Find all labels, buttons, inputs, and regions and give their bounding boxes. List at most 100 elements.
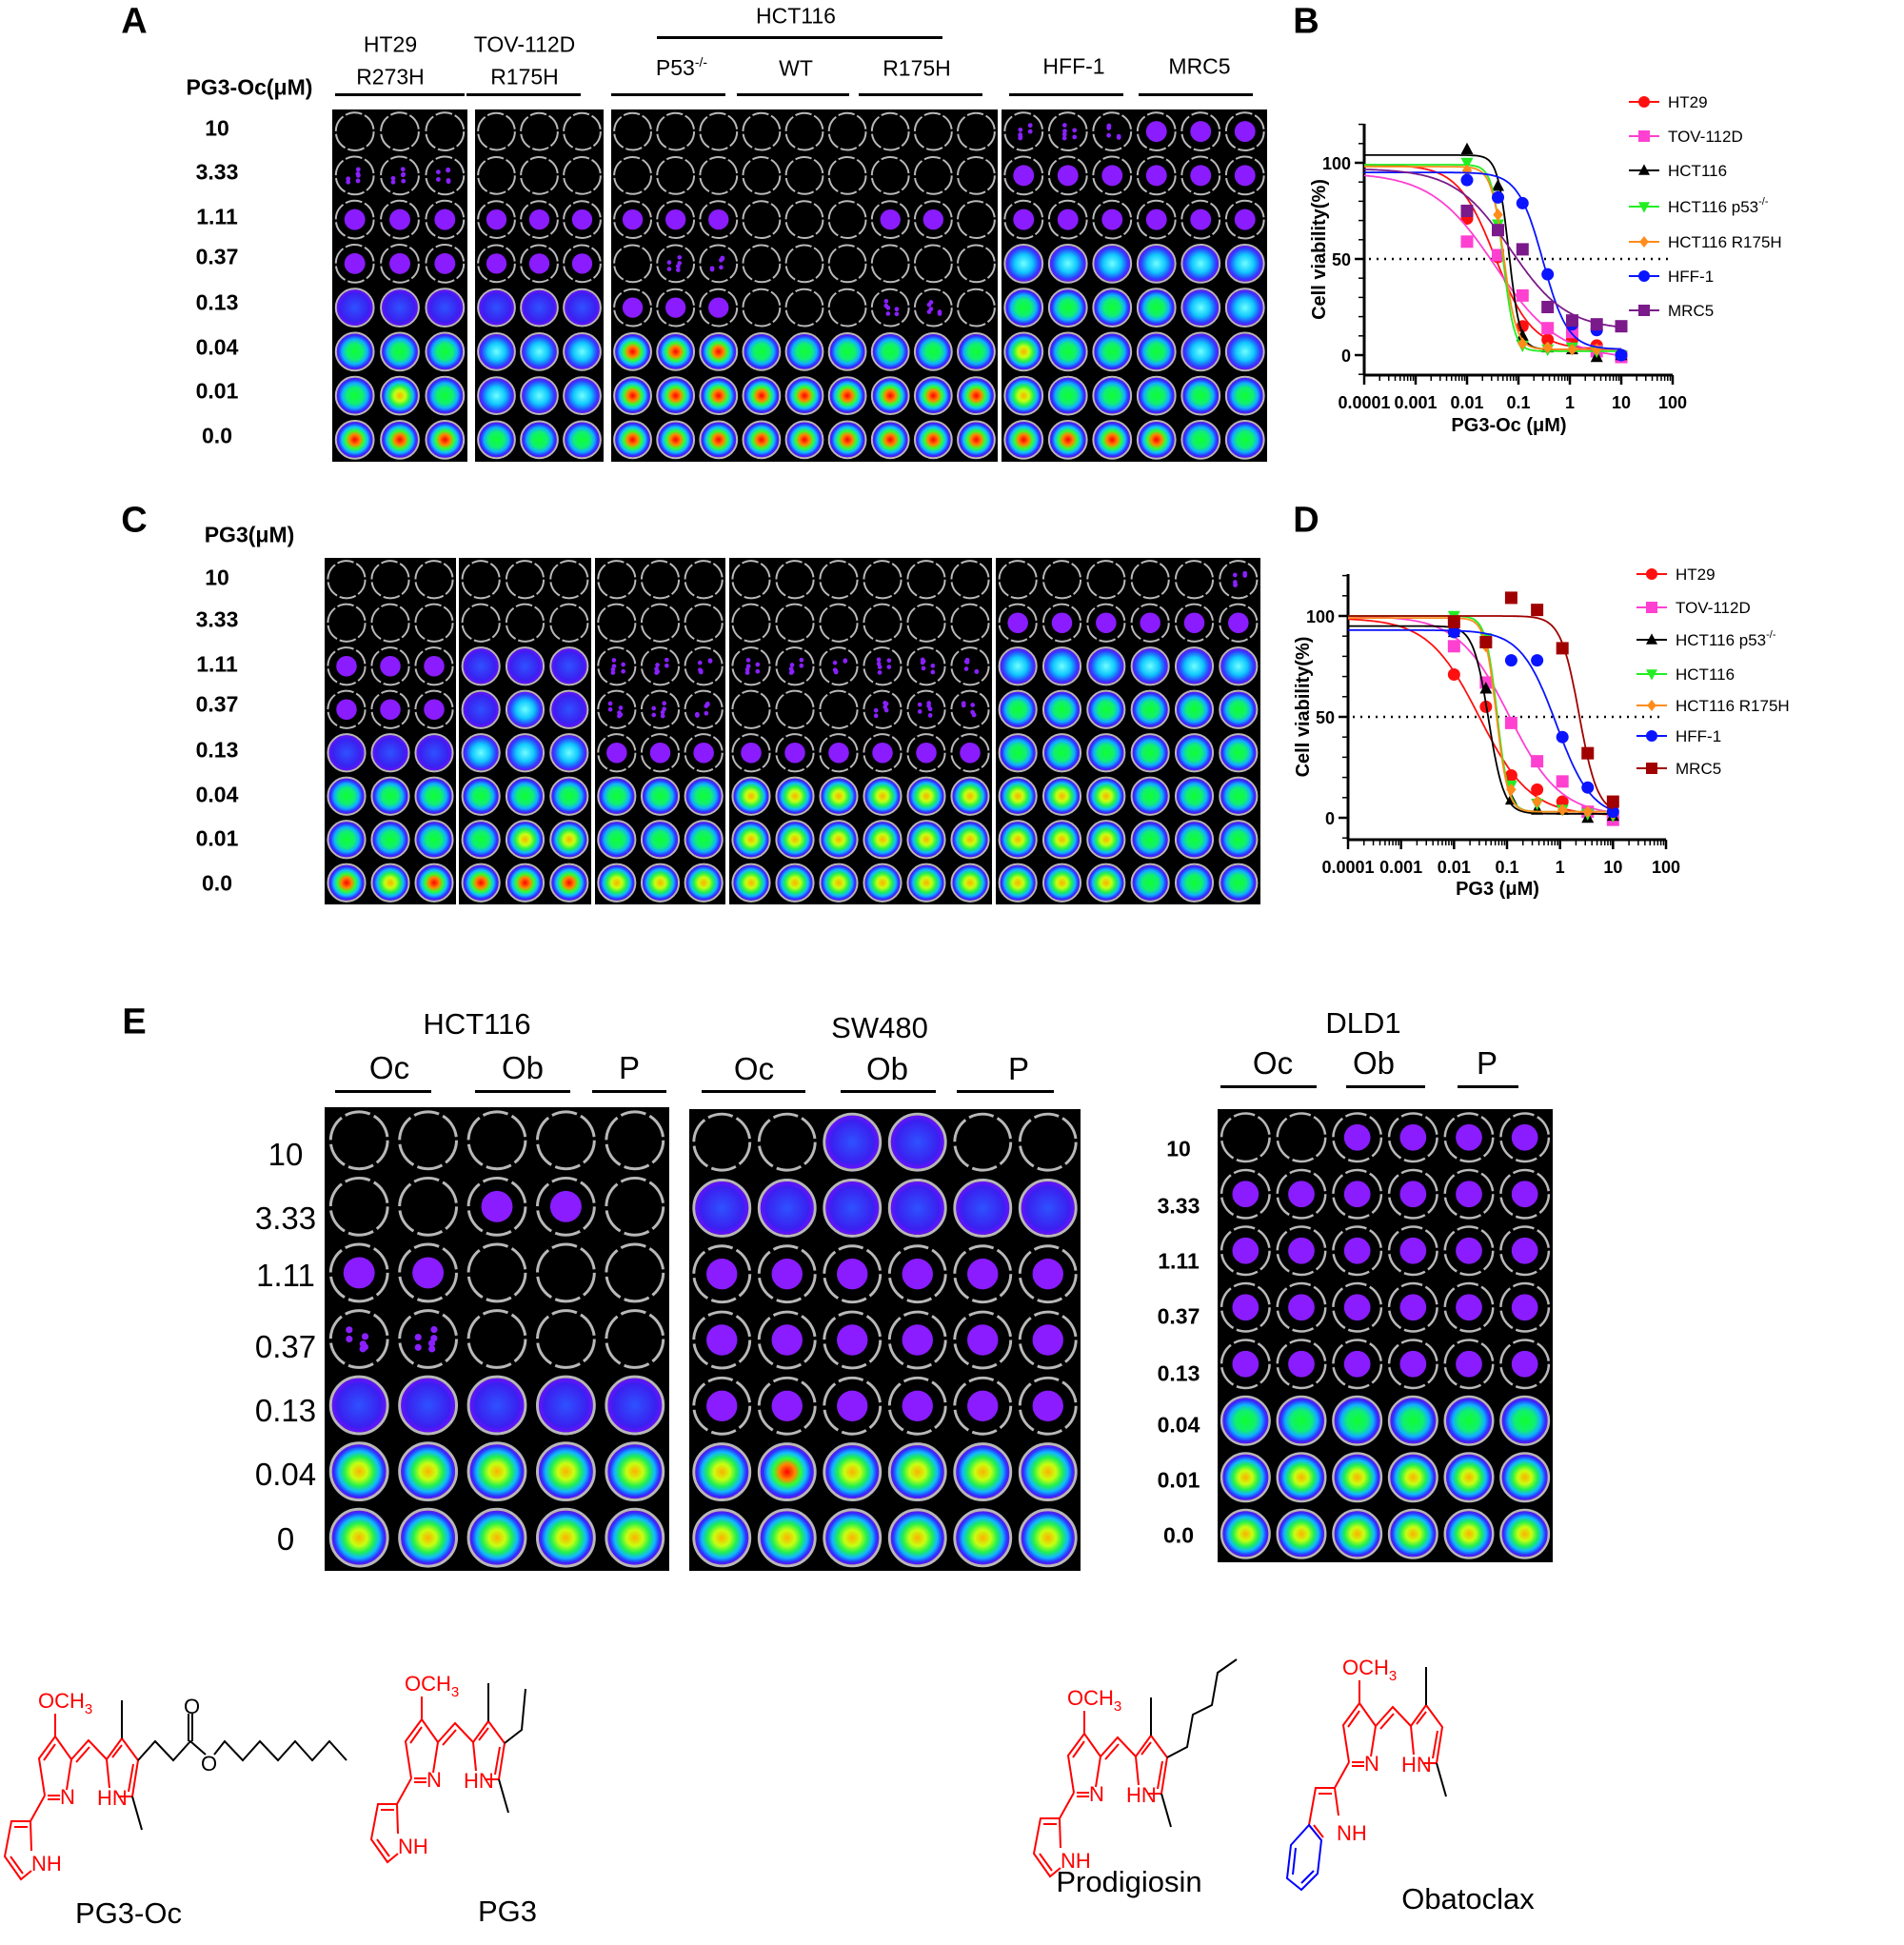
- y-axis-title: Cell viability(%): [1293, 637, 1314, 778]
- well: [605, 1309, 665, 1369]
- well: [520, 332, 559, 371]
- well: [757, 1508, 817, 1568]
- well-ring: [370, 776, 410, 816]
- well: [784, 331, 824, 371]
- well: [1086, 776, 1126, 816]
- well: [863, 863, 902, 903]
- well: [425, 288, 466, 328]
- well: [477, 376, 516, 415]
- well: [1047, 375, 1088, 416]
- well: [913, 244, 953, 284]
- well-ring: [1224, 331, 1265, 372]
- well-ring: [731, 560, 771, 600]
- well-ring: [827, 155, 867, 195]
- well-ring: [656, 111, 696, 151]
- well-ring: [913, 111, 953, 151]
- well: [466, 1176, 527, 1237]
- well: [742, 288, 782, 327]
- well: [477, 200, 516, 239]
- well-ring: [998, 820, 1038, 860]
- well: [1174, 646, 1215, 686]
- pyrrole-ring: [4, 1795, 63, 1880]
- well-ring: [950, 776, 990, 816]
- well-ring: [819, 646, 859, 686]
- well: [380, 419, 420, 460]
- well: [466, 1507, 527, 1568]
- well-ring: [1136, 199, 1177, 240]
- structure-pg3: PG3: [370, 1671, 537, 1928]
- well: [605, 1507, 665, 1568]
- well-ring: [957, 111, 996, 151]
- well: [414, 646, 454, 686]
- well-ring: [425, 419, 466, 460]
- y-tick-label: 0: [1325, 809, 1335, 828]
- well-ring: [328, 1242, 389, 1303]
- well-ring: [870, 420, 910, 460]
- chart-b: 0.0001 0.001 0.01 0.1 1 10 100 0 50 100 PG3-Oc (μM…: [1309, 93, 1782, 436]
- well: [1276, 1281, 1327, 1333]
- well: [1092, 111, 1133, 152]
- well-ring: [334, 243, 375, 284]
- hct116-bracket-line: [657, 36, 942, 39]
- well: [1003, 288, 1044, 328]
- x-tick-label: 1: [1556, 858, 1565, 877]
- row-label: 0.37: [195, 691, 239, 717]
- well: [863, 689, 902, 729]
- well: [1180, 375, 1221, 416]
- well: [1224, 375, 1265, 416]
- well: [334, 199, 375, 240]
- well-ring: [913, 244, 953, 284]
- well-ring: [1219, 776, 1259, 816]
- well-ring: [1276, 1508, 1327, 1559]
- well: [950, 646, 990, 686]
- well-ring: [731, 733, 771, 773]
- well: [819, 560, 859, 600]
- well-ring: [998, 603, 1038, 643]
- well: [1086, 820, 1126, 860]
- well-ring: [466, 1441, 527, 1502]
- well: [656, 244, 696, 284]
- well-ring: [535, 1375, 596, 1436]
- well-ring: [370, 863, 410, 903]
- well-ring: [1003, 111, 1044, 152]
- well: [757, 1244, 817, 1304]
- well-ring: [1180, 243, 1221, 284]
- data-point: [1460, 235, 1474, 248]
- well: [535, 1176, 596, 1237]
- header-e-hct116: HCT116: [423, 1007, 531, 1041]
- well: [477, 332, 516, 371]
- well-ring: [1086, 560, 1126, 600]
- well-ring: [380, 419, 420, 460]
- well: [775, 646, 815, 686]
- well-ring: [370, 646, 410, 686]
- well-ring: [1086, 733, 1126, 773]
- well: [656, 111, 696, 151]
- well-ring: [1387, 1452, 1438, 1503]
- well-ring: [906, 560, 946, 600]
- well: [656, 420, 696, 460]
- data-point: [1447, 615, 1460, 628]
- well: [870, 376, 910, 416]
- well-ring: [1086, 689, 1126, 729]
- well-ring: [1003, 155, 1044, 196]
- well-ring: [731, 776, 771, 816]
- legend-label: HCT116 p53-/-: [1676, 629, 1776, 649]
- row-label: 1.11: [1158, 1248, 1200, 1274]
- well-ring: [1443, 1339, 1495, 1390]
- well: [742, 420, 782, 460]
- data-point: [1542, 341, 1553, 354]
- data-point: [1531, 654, 1544, 667]
- well: [327, 863, 367, 903]
- well: [731, 560, 771, 600]
- well: [613, 288, 652, 327]
- well-ring: [1180, 155, 1221, 196]
- underline-hff1: [1009, 93, 1123, 96]
- well: [906, 776, 946, 816]
- x-tick-label: 10: [1612, 393, 1631, 412]
- well-ring: [327, 560, 367, 600]
- well-ring: [597, 820, 637, 860]
- well: [656, 376, 696, 416]
- legend-marker: [1639, 236, 1649, 248]
- well: [328, 1507, 389, 1568]
- well-ring: [640, 863, 681, 903]
